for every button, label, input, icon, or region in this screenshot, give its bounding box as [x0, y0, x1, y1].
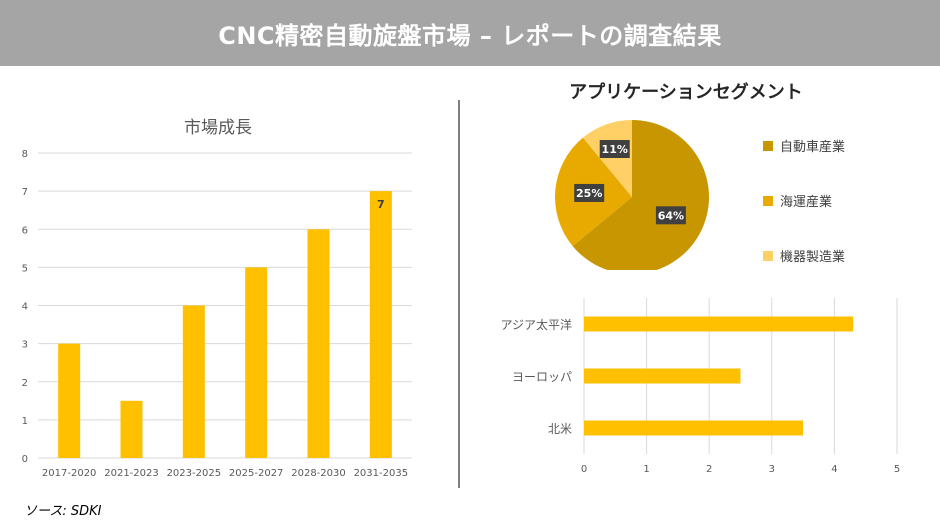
x-tick-label: 1: [643, 464, 649, 475]
y-tick-label: 3: [22, 340, 28, 351]
y-tick-label: 7: [22, 187, 28, 198]
bar-2028-2030: [307, 229, 330, 458]
pie-value-label: 64%: [658, 209, 684, 222]
y-category-label: ヨーロッパ: [512, 370, 572, 384]
bar-2021-2023: [120, 400, 143, 458]
pie-label-box: [574, 183, 605, 202]
legend-swatch: [763, 196, 773, 206]
y-tick-label: 2: [22, 378, 28, 389]
page-title: CNC精密自動旋盤市場 – レポートの調査結果: [218, 21, 722, 50]
source-note: ソース: SDKI: [24, 504, 102, 519]
x-tick-label: 2025-2027: [229, 468, 284, 479]
legend-swatch: [763, 141, 773, 151]
pie-slice-自動車産業: [572, 120, 709, 270]
x-tick-label: 4: [831, 464, 837, 475]
x-tick-label: 3: [769, 464, 775, 475]
x-tick-label: 2031-2035: [354, 468, 409, 479]
x-tick-label: 2017-2020: [42, 468, 97, 479]
x-tick-label: 2: [706, 464, 712, 475]
legend-label: 海運産業: [780, 194, 832, 210]
market-growth-chart: 市場成長 0 1 2 3 4 5 6 7 8 2017-2020 2021-2023 2023-20…: [22, 118, 412, 479]
pie-chart-title: アプリケーションセグメント: [569, 81, 803, 103]
y-tick-label: 6: [22, 225, 28, 236]
x-tick-label: 5: [894, 464, 900, 475]
bar-2025-2027: [245, 267, 268, 458]
y-category-label: 北米: [548, 422, 572, 436]
bar-2031-2035: [369, 191, 392, 458]
y-tick-label: 8: [22, 149, 28, 160]
pie-label-box: [655, 206, 686, 225]
y-tick-label: 4: [22, 302, 28, 313]
legend-swatch: [763, 251, 773, 261]
y-tick-label: 0: [22, 454, 28, 465]
x-tick-label: 0: [581, 464, 587, 475]
bar-2023-2025: [182, 305, 205, 458]
legend-label: 機器製造業: [780, 249, 845, 265]
hbar-ヨーロッパ: [584, 368, 741, 384]
x-tick-label: 2021-2023: [104, 468, 159, 479]
x-tick-label: 2023-2025: [167, 468, 222, 479]
y-tick-label: 1: [22, 416, 28, 427]
pie-label-box: [599, 140, 630, 159]
y-tick-label: 5: [22, 263, 28, 274]
y-category-label: アジア太平洋: [500, 317, 572, 332]
hbar-アジア太平洋: [584, 316, 854, 332]
pie-slice-機器製造業: [582, 120, 632, 197]
pie-value-label: 11%: [602, 143, 628, 156]
bar-chart-title: 市場成長: [184, 118, 252, 138]
legend-label: 自動車産業: [780, 139, 845, 155]
bar-data-label: 7: [377, 198, 385, 211]
pie-value-label: 25%: [576, 187, 602, 200]
hbar-北米: [584, 420, 804, 436]
x-tick-label: 2028-2030: [291, 468, 346, 479]
bar-2017-2020: [58, 343, 81, 458]
panel-divider: [458, 100, 460, 488]
header-banner: CNC精密自動旋盤市場 – レポートの調査結果: [0, 0, 940, 66]
